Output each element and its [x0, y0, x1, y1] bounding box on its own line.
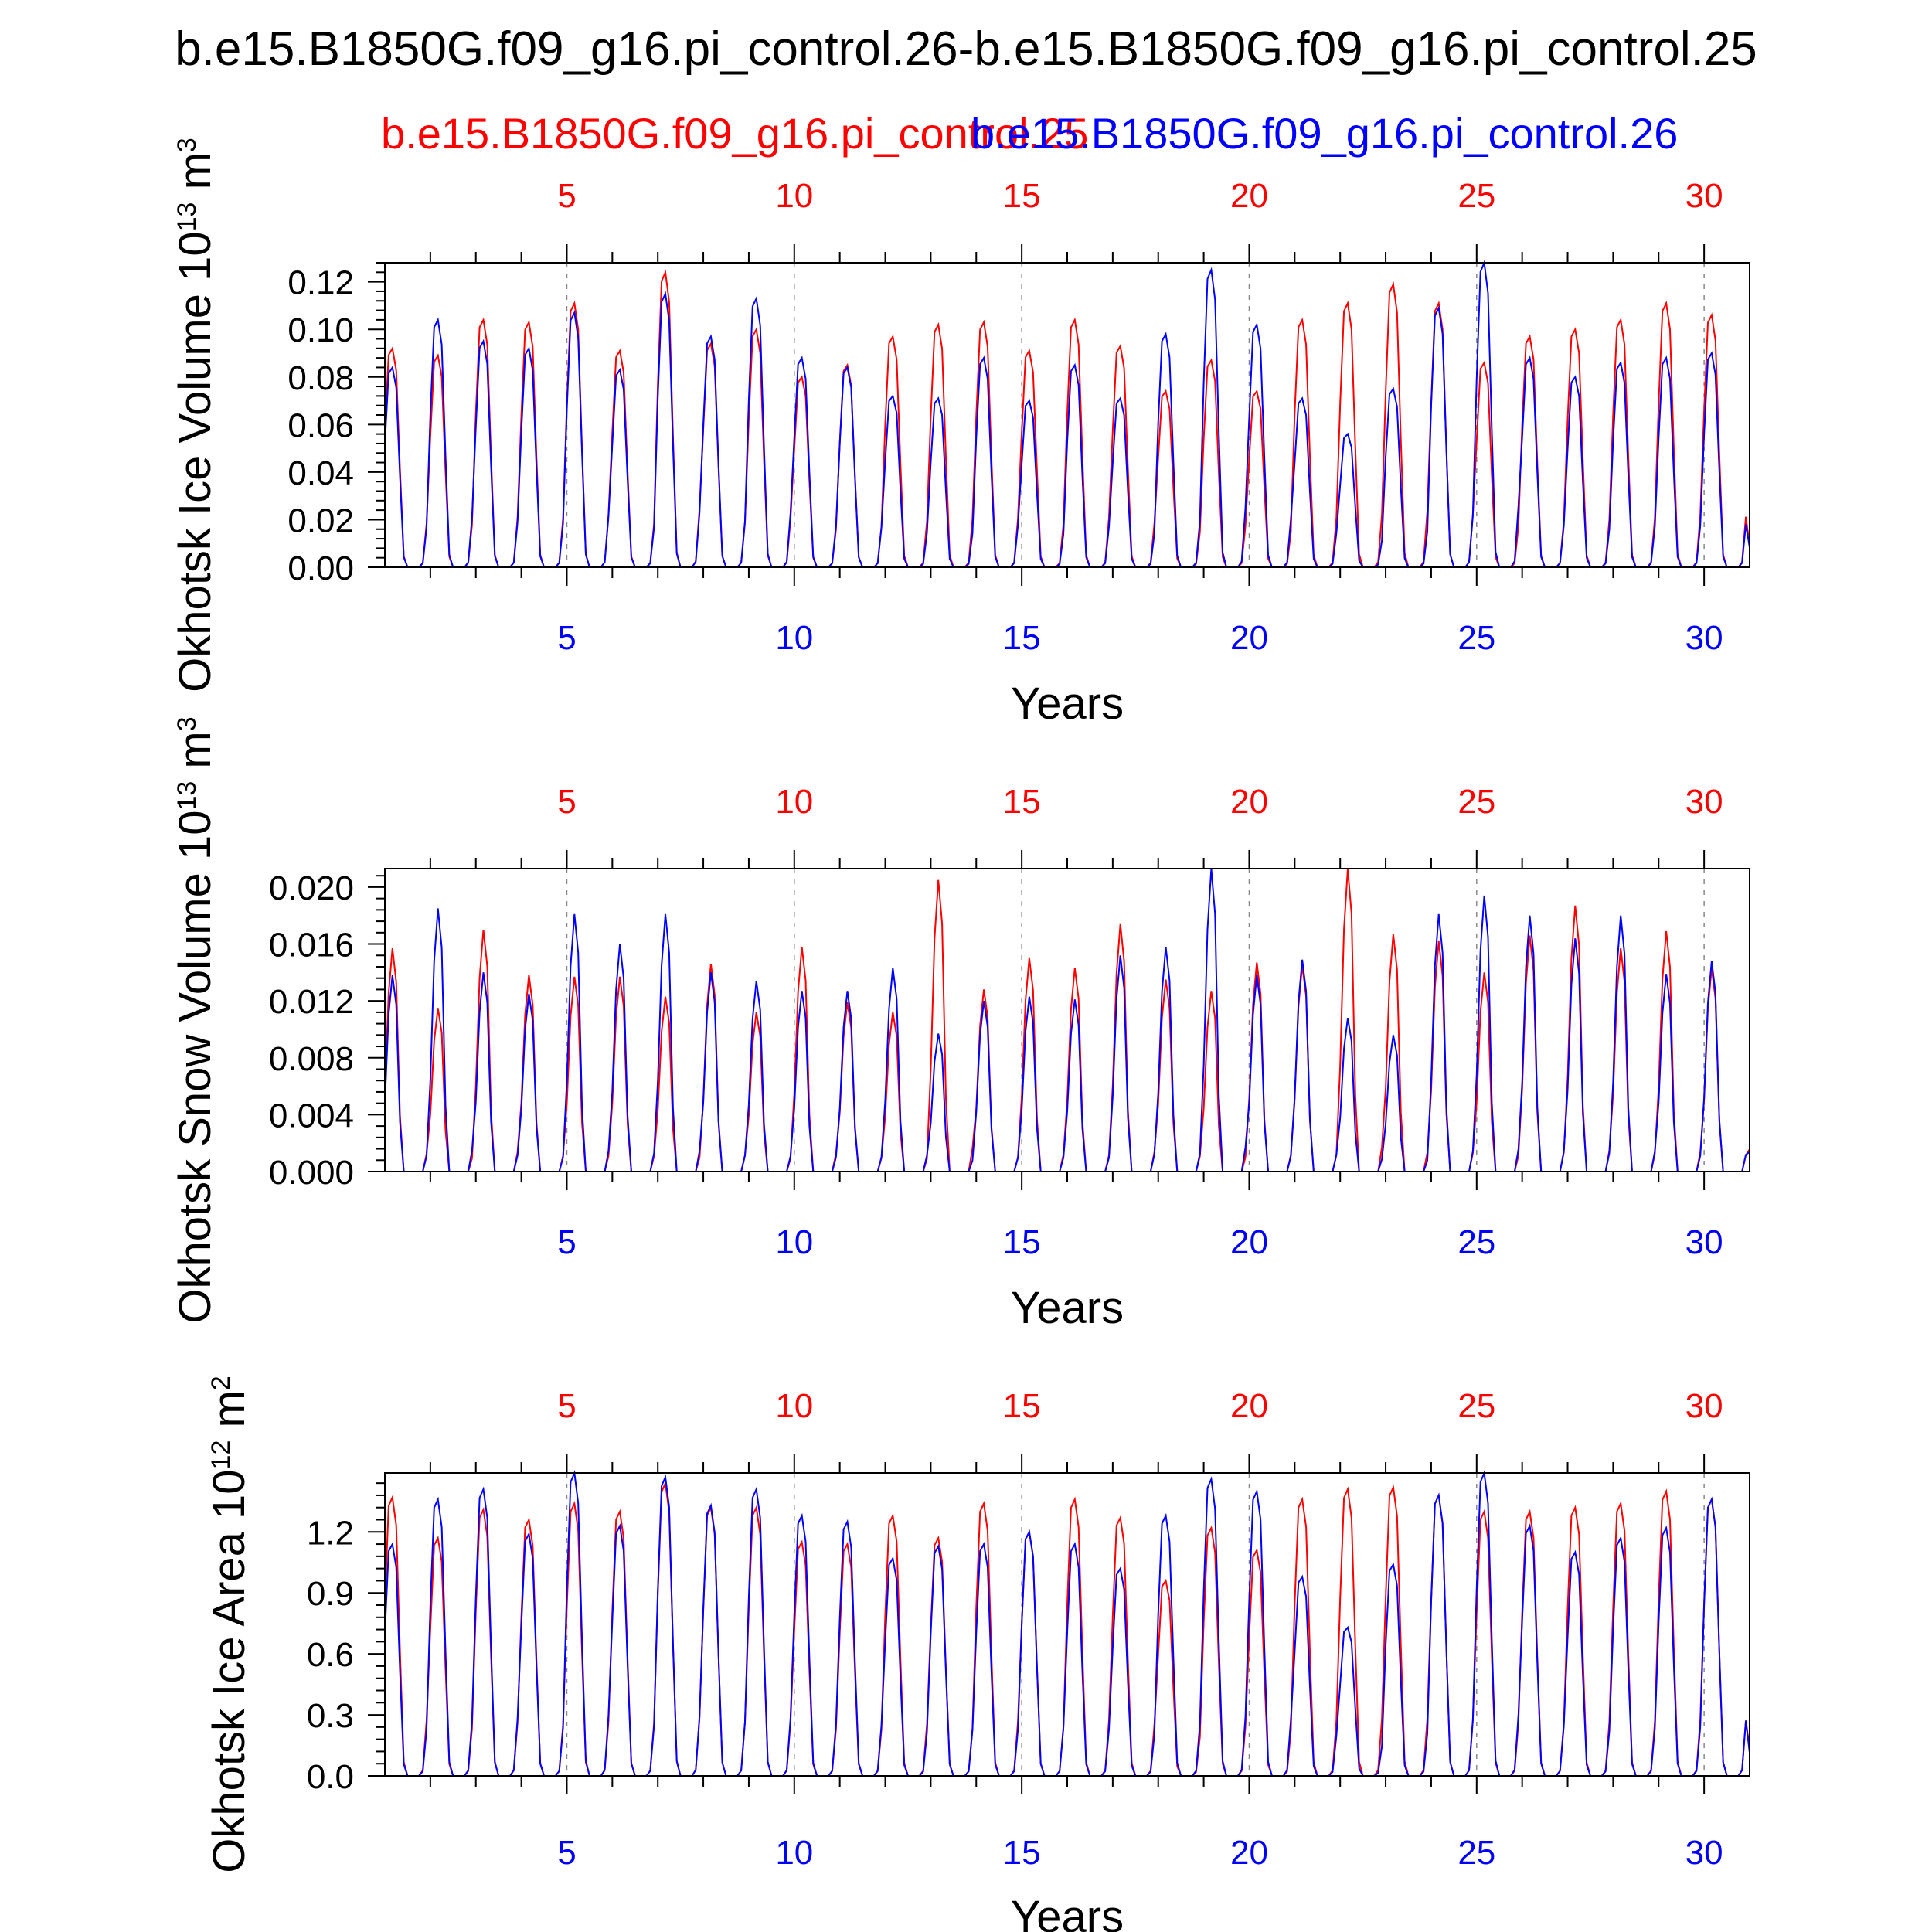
panel-1: 0.00 0.02 0.04 0.06 0.08 0.10 0.12 5 5 10 10 15 15 20… — [170, 138, 1750, 729]
bottom-x-tick-label: 30 — [1685, 619, 1723, 657]
y-tick-label: 0.12 — [287, 264, 354, 302]
y-tick-label: 0.012 — [269, 983, 354, 1021]
y-label-superscript: 3 — [172, 138, 202, 152]
series-line — [384, 269, 1750, 568]
bottom-x-tick-label: 30 — [1685, 1834, 1723, 1872]
top-x-tick-label: 10 — [775, 177, 813, 215]
top-x-tick-label: 30 — [1685, 783, 1723, 821]
y-axis-label: Okhotsk Ice Volume 1013 m3 — [170, 138, 220, 692]
top-x-tick-label: 30 — [1685, 177, 1723, 215]
y-label-text: m — [170, 152, 220, 202]
y-label-superscript: 13 — [172, 202, 202, 232]
bottom-x-tick-label: 25 — [1458, 1223, 1495, 1261]
y-label-text: Okhotsk Ice Area 10 — [204, 1469, 254, 1872]
top-x-tick-label: 5 — [557, 1387, 576, 1425]
y-label-text: m — [170, 731, 220, 781]
series-line — [384, 868, 1750, 1172]
top-x-tick-label: 30 — [1685, 1387, 1723, 1425]
legend-entry-control-26: b.e15.B1850G.f09_g16.pi_control.26 — [971, 109, 1679, 158]
top-x-tick-label: 25 — [1458, 783, 1495, 821]
bottom-x-tick-label: 10 — [775, 1223, 813, 1261]
top-x-tick-label: 15 — [1003, 1387, 1041, 1425]
y-tick-label: 0.004 — [269, 1097, 354, 1134]
bottom-x-tick-label: 20 — [1230, 1834, 1268, 1872]
y-tick-label: 0.008 — [269, 1040, 354, 1078]
top-x-tick-label: 10 — [775, 1387, 813, 1425]
top-x-tick-label: 15 — [1003, 783, 1041, 821]
bottom-x-tick-label: 20 — [1230, 1223, 1268, 1261]
y-label-superscript: 12 — [206, 1440, 236, 1470]
y-label-text: Okhotsk Snow Volume 10 — [170, 811, 220, 1324]
y-label-superscript: 2 — [206, 1376, 236, 1390]
y-label-superscript: 13 — [172, 781, 202, 811]
y-tick-label: 0.08 — [287, 359, 354, 397]
series-line — [384, 868, 1750, 1172]
y-axis-label: Okhotsk Snow Volume 1013 m3 — [170, 716, 220, 1323]
y-tick-label: 0.10 — [287, 311, 354, 349]
top-x-tick-label: 20 — [1230, 177, 1268, 215]
legend-entry-control-25: b.e15.B1850G.f09_g16.pi_control.25 — [381, 109, 1089, 158]
panel-2: 0.000 0.004 0.008 0.012 0.016 0.020 5 5 10 10 15 15… — [170, 716, 1750, 1333]
y-axis-label: Okhotsk Ice Area 1012 m2 — [204, 1376, 254, 1872]
y-tick-label: 0.9 — [307, 1575, 354, 1613]
y-label-text: Okhotsk Ice Volume 10 — [170, 231, 220, 692]
y-tick-label: 0.3 — [307, 1697, 354, 1735]
bottom-x-tick-label: 25 — [1458, 1834, 1495, 1872]
figure-title: b.e15.B1850G.f09_g16.pi_control.26-b.e15… — [175, 22, 1757, 76]
x-axis-label: Years — [1011, 1283, 1124, 1333]
bottom-x-tick-label: 15 — [1003, 619, 1041, 657]
bottom-x-tick-label: 10 — [775, 1834, 813, 1872]
y-tick-label: 0.020 — [269, 869, 354, 907]
bottom-x-tick-label: 15 — [1003, 1223, 1041, 1261]
y-tick-label: 0.016 — [269, 927, 354, 964]
bottom-x-tick-label: 30 — [1685, 1223, 1723, 1261]
x-axis-label: Years — [1011, 679, 1124, 729]
y-tick-label: 1.2 — [307, 1514, 354, 1552]
y-tick-label: 0.04 — [287, 454, 354, 492]
y-tick-label: 0.06 — [287, 406, 354, 444]
bottom-x-tick-label: 20 — [1230, 619, 1268, 657]
top-x-tick-label: 15 — [1003, 177, 1041, 215]
series-line — [384, 260, 1750, 568]
y-label-superscript: 3 — [172, 716, 202, 731]
bottom-x-tick-label: 15 — [1003, 1834, 1041, 1872]
y-tick-label: 0.02 — [287, 502, 354, 539]
top-x-tick-label: 25 — [1458, 1387, 1495, 1425]
top-x-tick-label: 5 — [557, 783, 576, 821]
bottom-x-tick-label: 10 — [775, 619, 813, 657]
x-axis-label: Years — [1011, 1892, 1124, 1932]
top-x-tick-label: 5 — [557, 177, 576, 215]
panel-3: 0.0 0.3 0.6 0.9 1.2 5 5 10 10 15 15 20 20 25 25 30 30 Yea… — [204, 1376, 1750, 1932]
bottom-x-tick-label: 25 — [1458, 619, 1495, 657]
y-tick-label: 0.00 — [287, 549, 354, 587]
bottom-x-tick-label: 5 — [557, 619, 576, 657]
series-line — [384, 1470, 1750, 1777]
top-x-tick-label: 10 — [775, 783, 813, 821]
plot-frame — [384, 868, 1750, 1172]
top-x-tick-label: 20 — [1230, 1387, 1268, 1425]
top-x-tick-label: 20 — [1230, 783, 1268, 821]
y-tick-label: 0.6 — [307, 1636, 354, 1674]
bottom-x-tick-label: 5 — [557, 1223, 576, 1261]
top-x-tick-label: 25 — [1458, 177, 1495, 215]
bottom-x-tick-label: 5 — [557, 1834, 576, 1872]
y-label-text: m — [204, 1390, 254, 1440]
y-tick-label: 0.0 — [307, 1758, 354, 1796]
y-tick-label: 0.000 — [269, 1154, 354, 1192]
